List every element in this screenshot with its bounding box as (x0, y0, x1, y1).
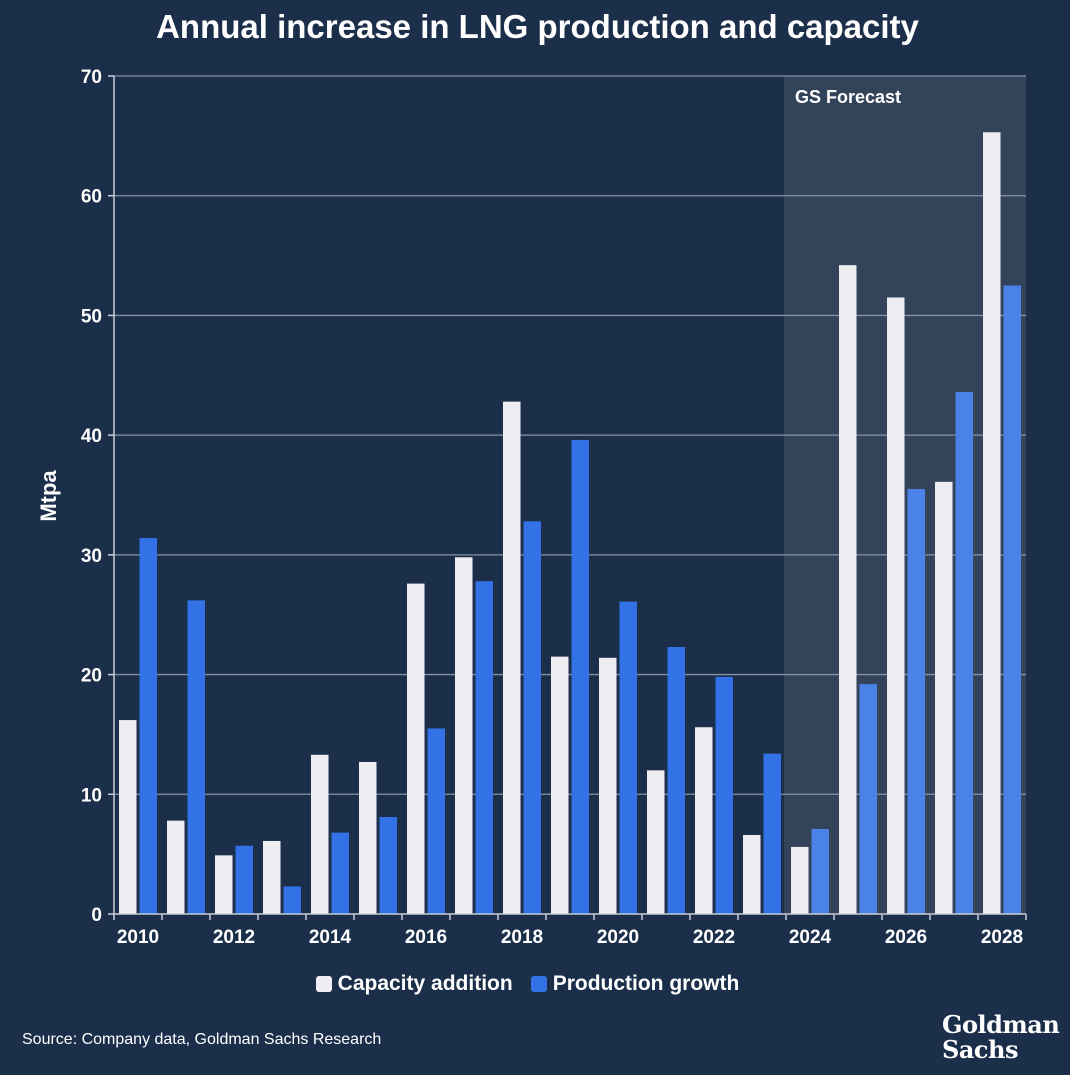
capacity-bar-2027 (935, 481, 953, 914)
logo-line-2: Sachs (942, 1035, 1018, 1064)
capacity-bar-2015 (359, 761, 377, 914)
bars (119, 132, 1021, 914)
capacity-bar-2021 (647, 770, 665, 914)
capacity-bar-2016 (407, 583, 425, 914)
bar-chart: GS Forecast 0 10 20 30 40 50 60 70 2010 2012 2014 2… (36, 67, 1027, 948)
goldman-sachs-logo: Goldman Sachs (942, 1010, 1060, 1064)
capacity-bar-2023 (743, 834, 761, 914)
capacity-bar-2019 (551, 656, 569, 914)
y-tick-label-30: 30 (81, 546, 102, 567)
production-bar-2017 (475, 581, 493, 914)
y-tick-label-60: 60 (81, 187, 102, 208)
production-bar-2012 (235, 845, 253, 914)
x-tick-label-2010: 2010 (117, 927, 159, 948)
y-tick-label-10: 10 (81, 785, 102, 806)
x-tick-label-2028: 2028 (981, 927, 1023, 948)
production-bar-2013 (283, 886, 301, 914)
production-bar-2016 (427, 728, 445, 914)
x-tick-label-2024: 2024 (789, 927, 832, 948)
chart-title: Annual increase in LNG production and ca… (156, 8, 919, 45)
production-bar-2020 (619, 601, 637, 914)
y-tick-label-50: 50 (81, 306, 102, 327)
capacity-bar-2025 (839, 265, 857, 914)
production-bar-2024 (811, 829, 829, 914)
production-bar-2010 (139, 538, 157, 914)
y-tick-label-20: 20 (81, 666, 102, 687)
legend-item-production[interactable]: Production growth (530, 972, 740, 996)
y-tick-label-0: 0 (91, 905, 102, 926)
capacity-bar-2011 (167, 820, 185, 914)
production-bar-2011 (187, 600, 205, 914)
legend-label-production: Production growth (552, 972, 740, 995)
legend: Capacity addition Production growth (0, 972, 1055, 996)
capacity-bar-2028 (983, 132, 1001, 914)
capacity-bar-2022 (695, 727, 713, 914)
production-bar-2023 (763, 753, 781, 914)
production-bar-2026 (907, 489, 925, 914)
logo-line-1: Goldman (942, 1010, 1060, 1039)
capacity-bar-2012 (215, 855, 233, 914)
x-tick-label-2018: 2018 (501, 927, 543, 948)
x-tick-label-2012: 2012 (213, 927, 255, 948)
production-bar-2015 (379, 817, 397, 914)
capacity-bar-2014 (311, 754, 329, 914)
legend-swatch-capacity (315, 976, 332, 992)
capacity-bar-2013 (263, 840, 281, 914)
production-bar-2025 (859, 684, 877, 914)
y-tick-label-70: 70 (81, 67, 102, 88)
x-tick-label-2016: 2016 (405, 927, 447, 948)
axes: 0 10 20 30 40 50 60 70 2010 2012 2014 2016 2018 2020 2… (81, 67, 1027, 948)
legend-label-capacity: Capacity addition (337, 972, 513, 995)
legend-swatch-production (530, 976, 547, 992)
x-tick-label-2022: 2022 (693, 927, 735, 948)
capacity-bar-2026 (887, 297, 905, 914)
x-tick-label-2020: 2020 (597, 927, 639, 948)
production-bar-2021 (667, 647, 685, 914)
capacity-bar-2020 (599, 657, 617, 914)
production-bar-2018 (523, 521, 541, 914)
y-tick-label-40: 40 (81, 426, 102, 447)
production-bar-2022 (715, 676, 733, 914)
production-bar-2028 (1003, 285, 1021, 914)
source-note: Source: Company data, Goldman Sachs Rese… (22, 1031, 382, 1048)
forecast-label: GS Forecast (795, 87, 901, 107)
capacity-bar-2010 (119, 720, 137, 914)
legend-item-capacity[interactable]: Capacity addition (315, 972, 513, 996)
production-bar-2014 (331, 832, 349, 914)
production-bar-2019 (571, 439, 589, 914)
capacity-bar-2017 (455, 557, 473, 914)
x-tick-label-2026: 2026 (885, 927, 927, 948)
capacity-bar-2024 (791, 846, 809, 914)
production-bar-2027 (955, 392, 973, 914)
x-tick-label-2014: 2014 (309, 927, 352, 948)
capacity-bar-2018 (503, 401, 521, 914)
y-axis-title: Mtpa (36, 470, 61, 522)
